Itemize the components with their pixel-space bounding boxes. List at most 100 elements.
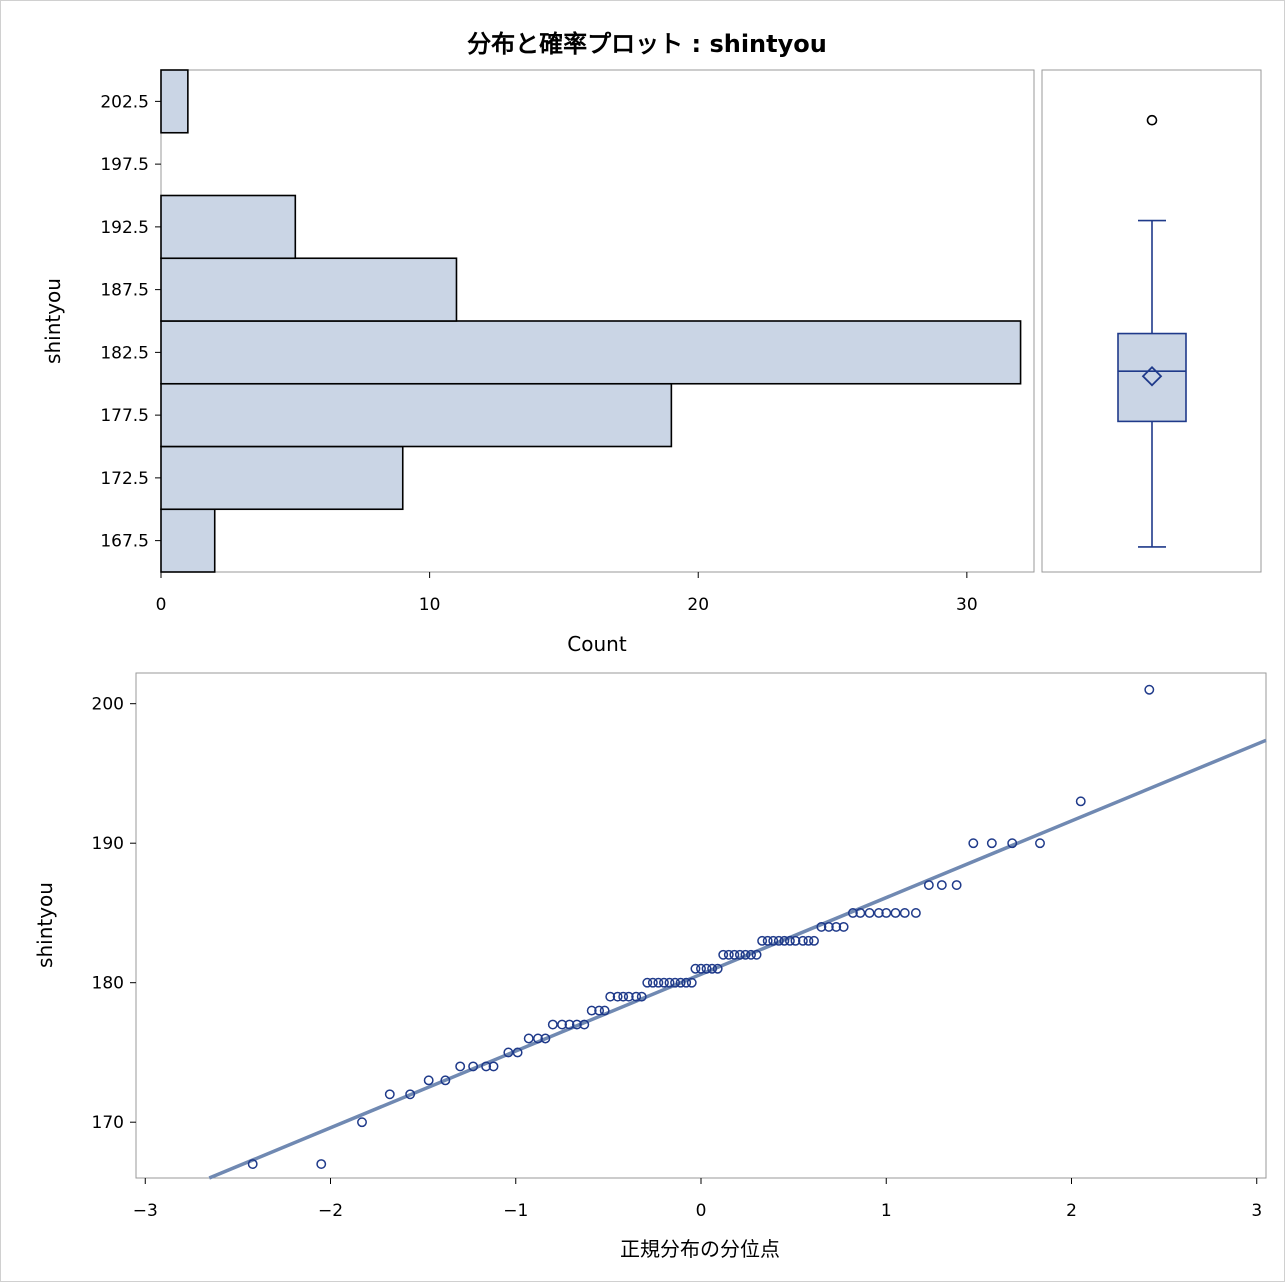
histogram-bar (160, 194, 297, 260)
x-tick-label: 2 (1066, 1201, 1077, 1221)
qq-point (405, 1089, 416, 1100)
y-tick-label: 170 (92, 1113, 124, 1133)
qq-point (762, 935, 773, 946)
qq-point (481, 1061, 492, 1072)
histogram-bar (160, 320, 1022, 385)
qq-point (647, 977, 658, 988)
y-tick-label: 200 (92, 695, 124, 715)
qq-point (831, 921, 842, 932)
qq-point (847, 907, 858, 918)
x-tick-label: 0 (156, 595, 167, 615)
qq-point (1035, 838, 1045, 849)
qq-point (936, 880, 947, 890)
y-tick-label: 202.5 (100, 92, 149, 112)
qq-point (696, 963, 706, 974)
qq-point (664, 977, 675, 988)
qq-point (690, 963, 701, 974)
qq-point (864, 907, 875, 918)
x-tick-label: 1 (881, 1201, 892, 1221)
qq-point (594, 1005, 605, 1016)
qq-point (773, 935, 784, 946)
qq-point (803, 935, 814, 946)
qq-point (809, 935, 819, 946)
qq-point (923, 880, 934, 890)
histogram-x-axis-label: Count (567, 632, 627, 656)
qq-point (547, 1019, 558, 1030)
y-tick-label: 167.5 (100, 532, 149, 552)
qq-point (571, 1019, 582, 1030)
qq-x-axis: −3 −2 −1 0 1 2 3 (133, 1178, 1262, 1221)
chart-title: 分布と確率プロット : shintyou (467, 30, 827, 58)
qq-point (316, 1159, 327, 1169)
qq-point (729, 949, 740, 960)
qq-point (357, 1117, 367, 1128)
qq-point (653, 977, 664, 988)
box-iqr (1117, 332, 1187, 423)
qq-point (503, 1047, 514, 1058)
qq-point (557, 1019, 568, 1030)
y-tick-label: 182.5 (100, 343, 149, 363)
qq-point (675, 977, 686, 988)
qq-point (790, 935, 801, 946)
qq-point (816, 921, 827, 932)
histogram-bar (160, 382, 673, 448)
qq-point (670, 977, 681, 988)
boxplot (1117, 114, 1187, 548)
qq-point (512, 1047, 523, 1058)
y-tick-label: 172.5 (100, 469, 149, 489)
qq-point (899, 907, 910, 918)
qq-point (686, 977, 697, 988)
qq-point (440, 1075, 451, 1086)
qq-point (455, 1061, 466, 1072)
qq-points (247, 684, 1155, 1169)
qq-point (838, 921, 849, 932)
y-tick-label: 197.5 (100, 155, 149, 175)
qq-point (873, 907, 884, 918)
qq-point (910, 907, 921, 918)
qq-point (586, 1005, 597, 1016)
x-tick-label: 10 (419, 595, 441, 615)
y-tick-label: 177.5 (100, 406, 149, 426)
qq-point (723, 949, 734, 960)
qq-plot-area (135, 672, 1267, 1179)
qq-point (384, 1089, 395, 1100)
qq-point (623, 991, 634, 1002)
qq-y-axis-label: shintyou (33, 882, 57, 968)
qq-point (751, 949, 762, 960)
qq-x-axis-label: 正規分布の分位点 (620, 1237, 780, 1261)
qq-point (618, 991, 629, 1002)
qq-point (631, 991, 642, 1002)
qq-point (579, 1019, 590, 1030)
qq-point (784, 935, 795, 946)
qq-point (605, 991, 616, 1002)
qq-point (540, 1033, 551, 1044)
qq-point (855, 907, 866, 918)
x-tick-label: 30 (956, 595, 978, 615)
qq-point (779, 935, 790, 946)
y-tick-label: 187.5 (100, 281, 149, 301)
qq-point (757, 935, 768, 946)
qq-point (612, 991, 623, 1002)
qq-point (681, 977, 692, 988)
histogram-bar (160, 257, 458, 322)
mean-marker (1141, 365, 1163, 387)
qq-point (599, 1005, 610, 1016)
histogram-y-axis-label: shintyou (41, 278, 65, 364)
qq-point (712, 963, 723, 974)
x-tick-label: −2 (318, 1201, 343, 1221)
histogram-bar (160, 69, 189, 134)
qq-point (740, 949, 751, 960)
x-tick-label: 20 (687, 595, 709, 615)
qq-point (1144, 684, 1155, 695)
qq-point (523, 1033, 534, 1044)
qq-point (701, 963, 712, 974)
qq-point (247, 1159, 258, 1169)
qq-point (564, 1019, 575, 1030)
histogram-y-axis: 167.5 172.5 177.5 182.5 187.5 192.5 197.5 202.5 (100, 92, 161, 552)
y-tick-label: 190 (92, 834, 124, 854)
qq-point (533, 1033, 543, 1044)
qq-point (659, 977, 669, 988)
x-tick-label: −1 (503, 1201, 528, 1221)
x-tick-label: −3 (133, 1201, 158, 1221)
qq-point (968, 838, 979, 849)
